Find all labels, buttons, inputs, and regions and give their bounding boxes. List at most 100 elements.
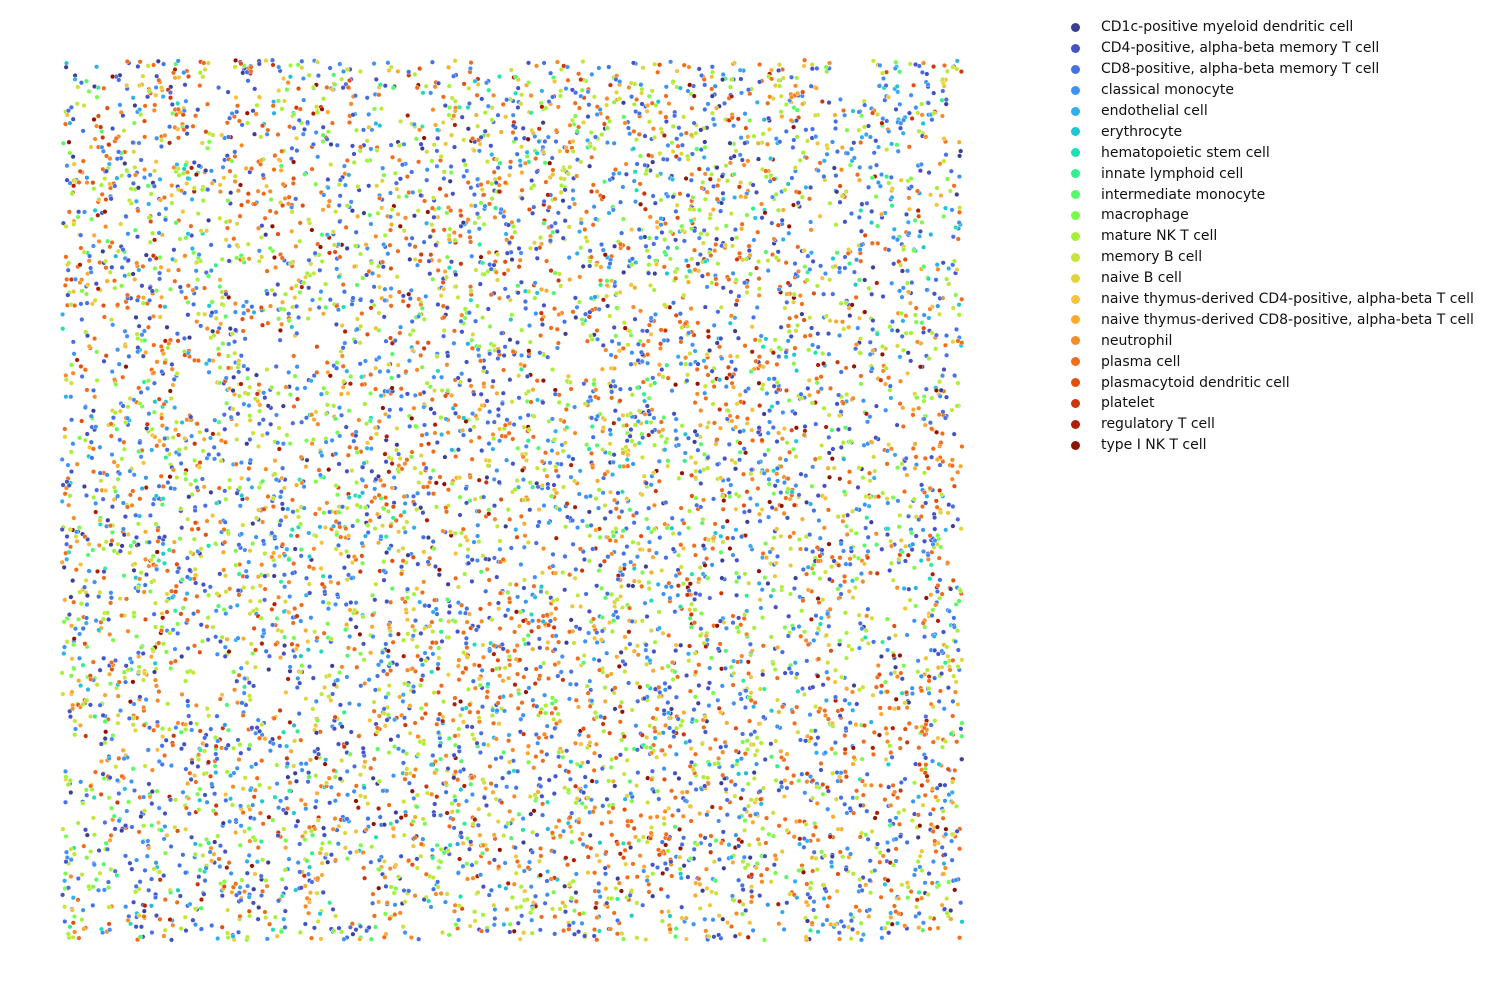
cell-point: [932, 515, 938, 521]
cell-point: [693, 552, 699, 558]
cell-point: [476, 508, 482, 514]
cell-point: [62, 644, 68, 650]
cell-point: [88, 439, 94, 445]
cell-point: [669, 140, 675, 146]
cell-point: [447, 603, 453, 609]
cell-point: [685, 88, 691, 94]
cell-point: [155, 698, 161, 704]
cell-point: [868, 782, 874, 788]
cell-point: [898, 537, 904, 543]
cell-point: [386, 362, 392, 368]
cell-point: [458, 787, 464, 793]
cell-point: [63, 254, 69, 260]
cell-point: [702, 171, 708, 177]
cell-point: [945, 510, 951, 516]
cell-point: [481, 741, 487, 747]
cell-point: [909, 818, 915, 824]
cell-point: [643, 937, 649, 943]
cell-point: [818, 615, 824, 621]
cell-point: [907, 504, 913, 510]
cell-point: [933, 849, 939, 855]
cell-point: [700, 240, 706, 246]
cell-point: [591, 204, 597, 210]
cell-point: [310, 141, 316, 147]
cell-point: [299, 663, 305, 669]
cell-point: [420, 836, 426, 842]
cell-point: [480, 260, 486, 266]
cell-point: [869, 240, 875, 246]
cell-point: [774, 439, 780, 445]
cell-point: [79, 277, 85, 283]
cell-point: [802, 424, 808, 430]
cell-point: [496, 606, 502, 612]
cell-point: [117, 102, 123, 108]
cell-point: [491, 555, 497, 561]
cell-point: [292, 373, 298, 379]
cell-point: [755, 229, 761, 235]
cell-point: [306, 72, 312, 78]
cell-point: [767, 94, 773, 100]
cell-point: [825, 507, 831, 513]
cell-point: [572, 430, 578, 436]
cell-point: [59, 527, 65, 533]
cell-point: [170, 922, 176, 928]
cell-point: [332, 798, 338, 804]
cell-point: [870, 751, 876, 757]
cell-point: [484, 689, 490, 695]
cell-point: [476, 715, 482, 721]
cell-point: [154, 73, 160, 79]
cell-point: [941, 706, 947, 712]
cell-point: [366, 677, 372, 683]
cell-point: [239, 316, 245, 322]
cell-point: [688, 306, 694, 312]
cell-point: [260, 322, 266, 328]
cell-point: [476, 477, 482, 483]
cell-point: [853, 904, 859, 910]
cell-point: [261, 191, 267, 197]
cell-point: [436, 567, 442, 573]
cell-point: [446, 265, 452, 271]
cell-point: [91, 186, 97, 192]
cell-point: [838, 918, 844, 924]
cell-point: [400, 692, 406, 698]
cell-point: [955, 469, 961, 475]
cell-point: [801, 869, 807, 875]
cell-point: [436, 80, 442, 86]
cell-point: [846, 701, 852, 707]
cell-point: [530, 210, 536, 216]
cell-point: [328, 697, 334, 703]
cell-point: [246, 894, 252, 900]
cell-point: [228, 190, 234, 196]
cell-point: [183, 766, 189, 772]
cell-point: [277, 337, 283, 343]
cell-point: [430, 276, 436, 282]
cell-point: [431, 374, 437, 380]
cell-point: [276, 425, 282, 431]
cell-point: [328, 579, 334, 585]
cell-point: [857, 177, 863, 183]
cell-point: [336, 182, 342, 188]
cell-point: [748, 732, 754, 738]
cell-point: [830, 814, 836, 820]
cell-point: [609, 629, 615, 635]
cell-point: [591, 94, 597, 100]
cell-point: [526, 641, 532, 647]
cell-point: [100, 496, 106, 502]
cell-point: [664, 362, 670, 368]
cell-point: [603, 347, 609, 353]
cell-point: [96, 196, 102, 202]
cell-point: [606, 210, 612, 216]
cell-point: [594, 640, 600, 646]
cell-point: [152, 660, 158, 666]
cell-point: [352, 763, 358, 769]
cell-point: [779, 113, 785, 119]
cell-point: [941, 861, 947, 867]
cell-point: [527, 245, 533, 251]
cell-point: [576, 704, 582, 710]
cell-point: [573, 90, 579, 96]
cell-point: [520, 477, 526, 483]
cell-point: [63, 833, 69, 839]
cell-point: [576, 105, 582, 111]
cell-point: [314, 790, 320, 796]
cell-point: [438, 293, 444, 299]
